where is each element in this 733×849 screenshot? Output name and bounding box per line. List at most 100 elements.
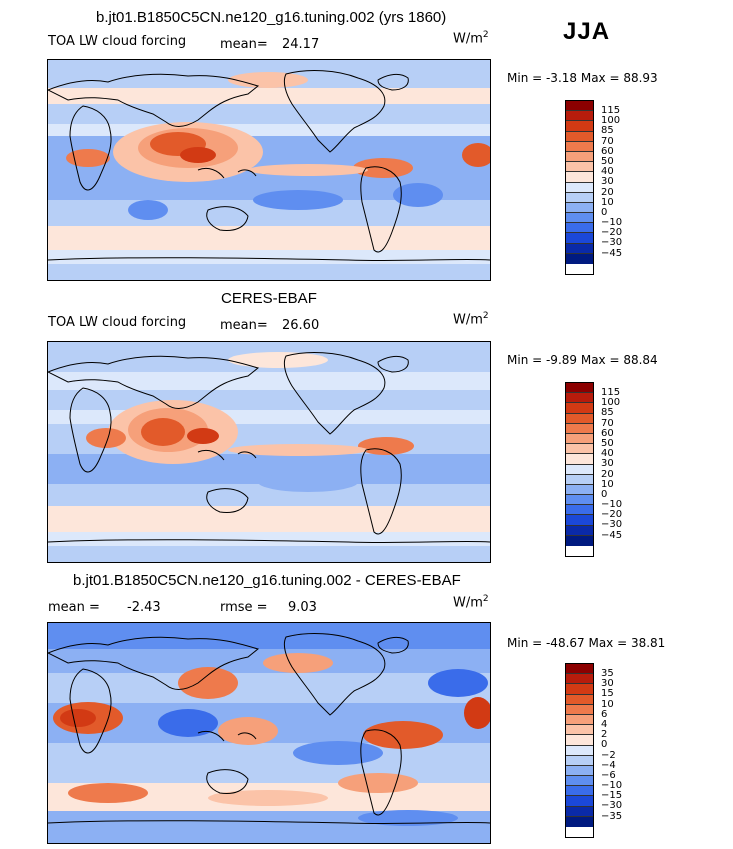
- colorbar-swatch: [566, 454, 593, 465]
- colorbar-tick-label: 10: [601, 478, 614, 490]
- colorbar-tick-label: 20: [601, 186, 614, 198]
- panel3-min-max: Min = -48.67 Max = 38.81: [507, 636, 666, 650]
- colorbar-swatch: [566, 213, 593, 224]
- panel3-map: [47, 622, 491, 844]
- season-label: JJA: [563, 18, 611, 45]
- colorbar-tick-label: −20: [601, 509, 623, 521]
- colorbar-tick-label: −2: [601, 749, 616, 761]
- colorbar-swatch: [566, 796, 593, 807]
- colorbar-tick-label: −35: [601, 810, 623, 822]
- colorbar-swatch: [566, 433, 593, 445]
- panel3-mean-value: -2.43: [127, 600, 161, 615]
- colorbar-tick-label: −30: [601, 519, 623, 531]
- panel1-map: [47, 59, 491, 281]
- panel3-mean-label: mean =: [48, 600, 100, 615]
- colorbar-swatch: [566, 383, 593, 394]
- colorbar-swatch: [566, 505, 593, 516]
- panel1-map-svg: [48, 60, 490, 280]
- colorbar-swatch: [566, 162, 593, 173]
- colorbar-tick-label: 100: [601, 115, 621, 127]
- colorbar-tick-label: 35: [601, 668, 614, 679]
- colorbar-tick-label: 4: [601, 718, 608, 730]
- panel2-mean-value: 26.60: [282, 318, 320, 333]
- panel1-min-max: Min = -3.18 Max = 88.93: [507, 71, 658, 85]
- colorbar-swatch: [566, 101, 593, 112]
- colorbar-tick-label: −45: [601, 247, 623, 259]
- colorbar-tick-label: 40: [601, 166, 614, 178]
- colorbar-swatch: [566, 816, 593, 827]
- colorbar-swatch: [566, 202, 593, 214]
- colorbar-swatch: [566, 725, 593, 736]
- colorbar-tick-label: −30: [601, 800, 623, 812]
- panel1-colorbar: [565, 100, 594, 275]
- colorbar-swatch: [566, 423, 593, 434]
- colorbar-swatch: [566, 223, 593, 234]
- colorbar-swatch: [566, 525, 593, 536]
- panel1-variable-label: TOA LW cloud forcing: [48, 34, 187, 49]
- colorbar-tick-label: 15: [601, 688, 614, 700]
- panel1-mean-label: mean=: [220, 37, 268, 52]
- colorbar-tick-label: −4: [601, 759, 616, 771]
- panel2-units: W/m2: [453, 311, 489, 328]
- colorbar-tick-label: −10: [601, 217, 623, 229]
- colorbar-swatch: [566, 495, 593, 506]
- colorbar-swatch: [566, 484, 593, 496]
- panel1-colorbar-labels: 115 100 85 70 60 50 40 30 20 10 0 −10 −20 −30 −45: [601, 105, 622, 258]
- panel2-colorbar-labels: 115 100 85 70 60 50 40 30 20 10 0 −10 −20 −30 −45: [601, 387, 622, 540]
- panel2-map: [47, 341, 491, 563]
- colorbar-swatch: [566, 704, 593, 715]
- colorbar-tick-label: 70: [601, 135, 614, 147]
- colorbar-tick-label: 60: [601, 145, 614, 157]
- colorbar-swatch: [566, 403, 593, 414]
- colorbar-tick-label: 50: [601, 437, 614, 449]
- colorbar-tick-label: −6: [601, 769, 616, 781]
- colorbar-swatch: [566, 735, 593, 746]
- colorbar-swatch: [566, 413, 593, 424]
- panel2-colorbar: [565, 382, 594, 557]
- colorbar-tick-label: 115: [601, 387, 621, 398]
- panel2-min-max: Min = -9.89 Max = 88.84: [507, 353, 658, 367]
- colorbar-tick-label: −45: [601, 529, 623, 541]
- panel1-mean-value: 24.17: [282, 37, 320, 52]
- colorbar-swatch: [566, 393, 593, 404]
- colorbar-swatch: [566, 714, 593, 726]
- colorbar-tick-label: 0: [601, 488, 608, 500]
- colorbar-swatch: [566, 694, 593, 705]
- colorbar-tick-label: 30: [601, 176, 614, 188]
- colorbar-tick-label: −10: [601, 780, 623, 792]
- colorbar-tick-label: 20: [601, 468, 614, 480]
- colorbar-swatch: [566, 755, 593, 766]
- colorbar-swatch: [566, 192, 593, 203]
- colorbar-tick-label: 6: [601, 708, 608, 720]
- panel3-rmse-label: rmse =: [220, 600, 268, 615]
- panel2-variable-label: TOA LW cloud forcing: [48, 315, 187, 330]
- panel3-units: W/m2: [453, 594, 489, 611]
- panel3-map-svg: [48, 623, 490, 843]
- colorbar-swatch: [566, 151, 593, 163]
- panel3-colorbar-labels: 35 30 15 10 6 4 2 0 −2 −4 −6 −10 −15 −30 −35: [601, 668, 622, 821]
- colorbar-tick-label: −10: [601, 499, 623, 511]
- colorbar-swatch: [566, 121, 593, 132]
- panel3-colorbar: [565, 663, 594, 838]
- colorbar-swatch: [566, 515, 593, 526]
- colorbar-swatch: [566, 111, 593, 122]
- colorbar-swatch: [566, 182, 593, 193]
- colorbar-tick-label: 40: [601, 448, 614, 460]
- colorbar-swatch: [566, 243, 593, 254]
- colorbar-swatch: [566, 444, 593, 455]
- colorbar-tick-label: 85: [601, 407, 614, 419]
- panel2-map-svg: [48, 342, 490, 562]
- colorbar-swatch: [566, 464, 593, 475]
- panel3-rmse-value: 9.03: [288, 600, 317, 615]
- colorbar-tick-label: 0: [601, 206, 608, 218]
- colorbar-swatch: [566, 806, 593, 817]
- colorbar-tick-label: 0: [601, 739, 608, 751]
- colorbar-tick-label: 2: [601, 729, 608, 741]
- panel2-mean-label: mean=: [220, 318, 268, 333]
- panel1-units: W/m2: [453, 30, 489, 47]
- colorbar-swatch: [566, 765, 593, 777]
- colorbar-tick-label: 70: [601, 417, 614, 429]
- panel3-title: b.jt01.B1850C5CN.ne120_g16.tuning.002 - …: [73, 572, 461, 589]
- colorbar-tick-label: 85: [601, 125, 614, 137]
- colorbar-tick-label: 30: [601, 458, 614, 470]
